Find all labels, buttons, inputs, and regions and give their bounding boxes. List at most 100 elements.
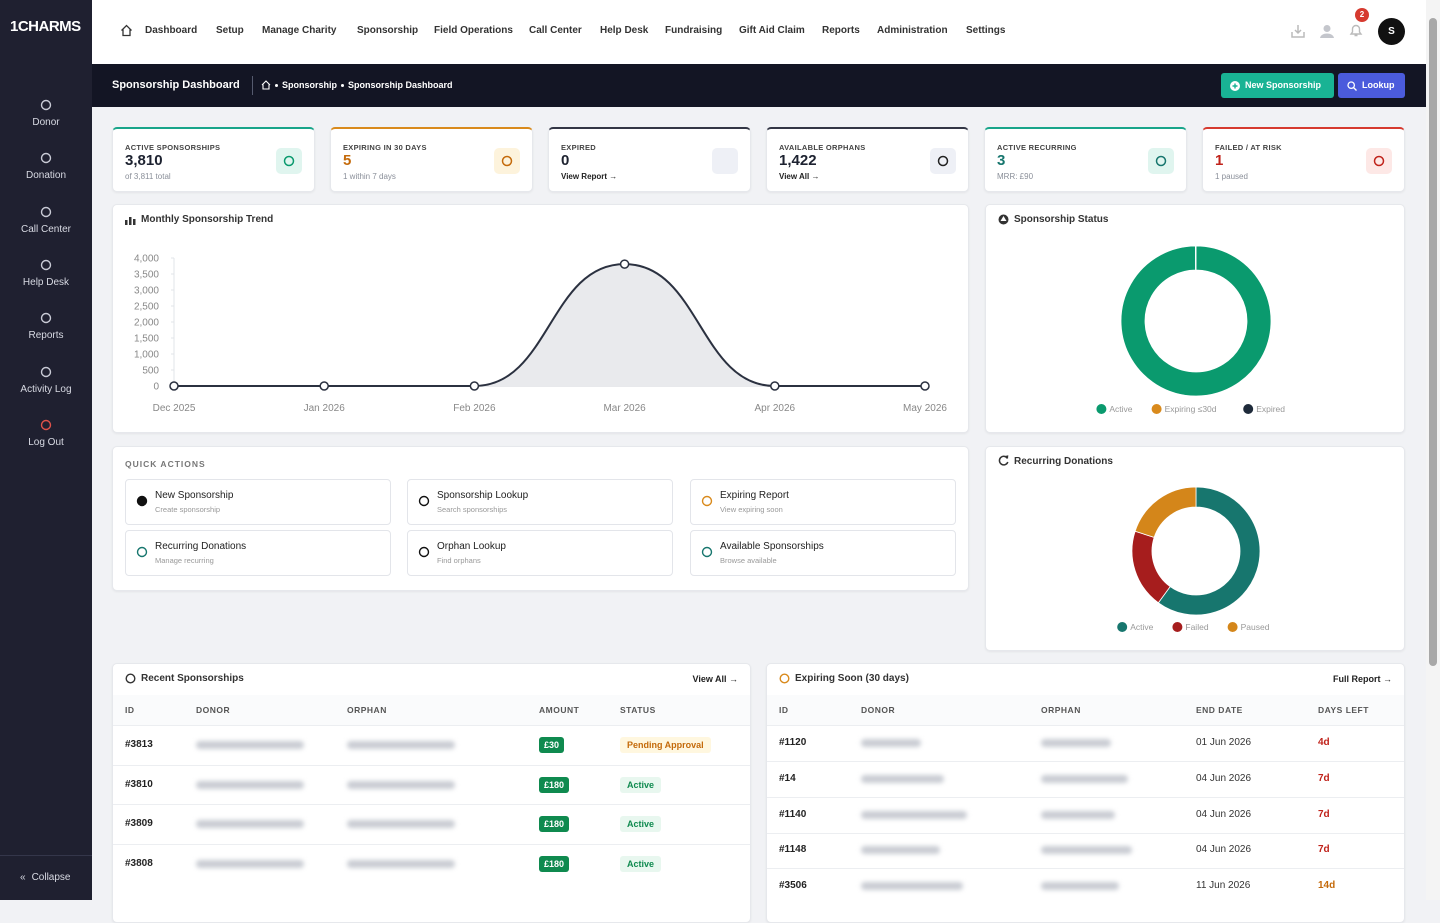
action-title: New Sponsorship [155,490,234,501]
nav-item[interactable]: Sponsorship [357,25,419,36]
y-tick-label: 0 [153,382,159,393]
icon-shape [40,153,52,164]
sidebar-item[interactable]: Reports [0,312,92,341]
kpi-link[interactable]: View Report → [561,172,618,181]
quick-action[interactable]: Available Sponsorships Browse available [690,530,956,576]
quick-action[interactable]: Recurring Donations Manage recurring [125,530,391,576]
nav-item[interactable]: Dashboard [145,25,198,36]
icon-shape [40,312,52,324]
breadcrumb-item[interactable]: Sponsorship [282,80,338,90]
action-sub: Create sponsorship [155,505,221,514]
cell-date: 04 Jun 2026 [1196,844,1252,856]
quick-action[interactable]: Sponsorship Lookup Search sponsorships [407,479,673,525]
user-icon[interactable] [1320,24,1334,38]
scrollbar[interactable] [1426,0,1440,900]
cell-id[interactable]: #1140 [779,808,807,820]
kpi-icon [930,148,956,174]
icon-shape [501,155,513,167]
chart-icon [125,217,136,225]
lookup-button[interactable]: Lookup [1338,73,1405,98]
status-pill: Pending Approval [620,737,711,753]
donut-segment [1131,530,1171,604]
action-icon [136,546,148,558]
bell-icon[interactable] [1349,23,1363,38]
sidebar-item[interactable]: Help Desk [0,259,92,288]
breadcrumb-item: Sponsorship Dashboard [348,80,453,90]
new-sponsorship-button[interactable]: New Sponsorship [1221,73,1334,98]
nav-item[interactable]: Call Center [529,25,582,36]
kpi-link[interactable]: View All → [779,172,820,181]
collapse-button[interactable]: «Collapse [20,872,71,883]
table-link[interactable]: View All → [692,674,738,684]
column-header: DAYS LEFT [1318,705,1369,715]
menu-icon [40,312,52,324]
cell-days: 14d [1318,880,1336,892]
legend-label: Paused [1241,622,1270,632]
kpi-label: ACTIVE RECURRING [997,143,1077,152]
nav-item[interactable]: Settings [966,25,1006,36]
download-icon[interactable] [1291,24,1305,38]
amount-badge: £180 [539,855,570,872]
action-sub: Find orphans [437,556,481,565]
action-title: Recurring Donations [155,541,247,552]
cell-id[interactable]: #3813 [125,739,153,750]
sidebar-item[interactable]: Log Out [0,419,92,448]
quick-action[interactable]: Orphan Lookup Find orphans [407,530,673,576]
search-icon [1347,81,1357,91]
sidebar-label: Activity Log [20,383,72,395]
row-divider [767,760,1404,762]
cell-id[interactable]: #3810 [125,778,153,790]
blurred-name [347,859,455,868]
recurring-card: Recurring Donations Active Failed Paused [985,446,1405,651]
avatar[interactable]: S [1378,18,1405,45]
dot [275,83,278,87]
home-icon[interactable] [261,80,271,90]
brand[interactable]: 1CHARMS [10,18,81,35]
kpi-card: AVAILABLE ORPHANS 1,422 View All → [766,127,969,192]
cell-date: 04 Jun 2026 [1196,772,1252,784]
amount-badge: £180 [539,776,570,793]
icon [283,155,295,167]
cell-id[interactable]: #14 [779,772,796,784]
quick-action[interactable]: Expiring Report View expiring soon [690,479,956,525]
sidebar-item[interactable]: Call Center [0,206,92,235]
sidebar-item[interactable]: Donation [0,152,92,181]
sidebar-item[interactable]: Donor [0,99,92,128]
cell-id[interactable]: #3506 [779,880,807,892]
column-header: STATUS [620,705,656,715]
page-title: Sponsorship Dashboard [112,79,240,91]
icon-shape [125,673,136,684]
status-pill: Active [620,816,662,833]
action-title: Expiring Report [720,490,789,501]
x-tick-label: Dec 2025 [153,403,196,414]
kpi-value: 1,422 [779,152,817,169]
table-link[interactable]: Full Report → [1333,674,1392,684]
cell-days: 7d [1318,808,1330,820]
y-tick-label: 3,000 [134,286,159,297]
nav-item[interactable]: Reports [822,25,860,36]
nav-item[interactable]: Administration [877,25,948,36]
action-icon [418,546,430,558]
nav-item[interactable]: Field Operations [434,25,513,36]
nav-item[interactable]: Setup [216,25,244,36]
kpi-label: EXPIRING IN 30 DAYS [343,143,427,152]
cell-id[interactable]: #3808 [125,857,153,869]
legend-swatch [1117,622,1128,632]
cell-id[interactable]: #1148 [779,844,807,856]
nav-item[interactable]: Help Desk [600,25,649,36]
action-title: Orphan Lookup [437,541,506,552]
scroll-thumb[interactable] [1429,18,1437,666]
sidebar-item[interactable]: Activity Log [0,366,92,395]
legend-swatch [1151,404,1162,414]
icon [1155,155,1167,167]
nav-item[interactable]: Manage Charity [262,25,337,36]
cell-id[interactable]: #1120 [779,737,807,748]
x-tick-label: Jan 2026 [304,403,346,414]
recent-table-card: Recent Sponsorships View All → ID DONOR ORPH… [112,663,751,923]
nav-item[interactable]: Fundraising [665,25,723,36]
cell-id[interactable]: #3809 [125,818,153,830]
quick-action[interactable]: New Sponsorship Create sponsorship [125,479,391,525]
nav-item[interactable]: Gift Aid Claim [739,25,805,36]
kpi-icon [1148,148,1174,174]
action-sub: Browse available [720,556,777,565]
